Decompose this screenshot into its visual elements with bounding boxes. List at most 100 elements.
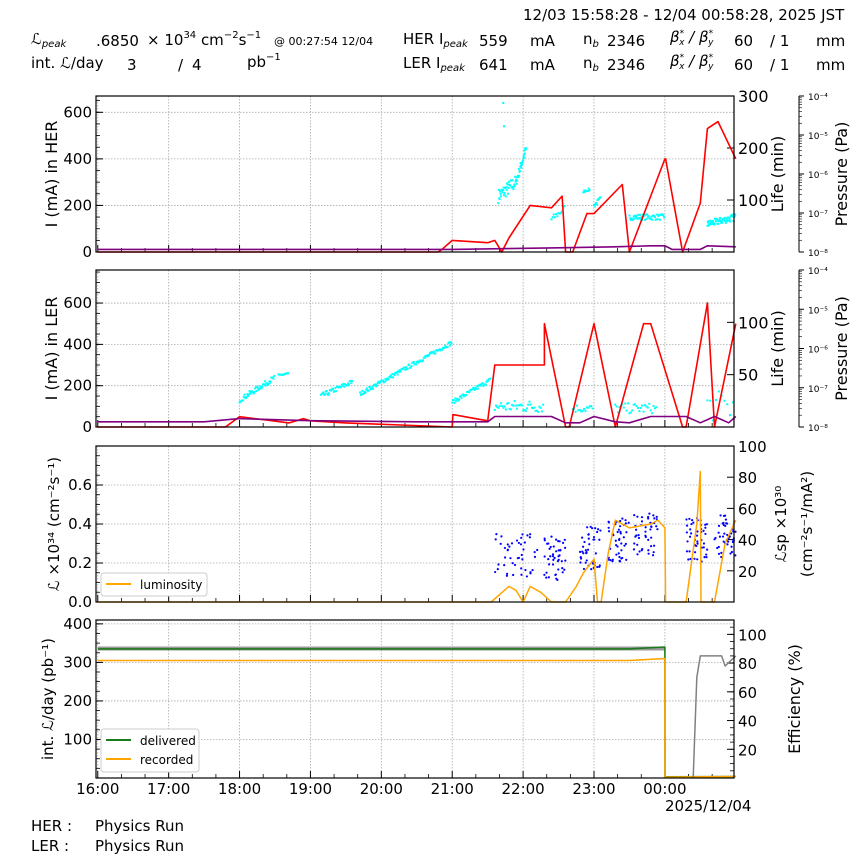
y-right-tick-label: 20	[738, 563, 757, 581]
her-status-label: HER :	[31, 817, 73, 835]
intl-sep: /	[178, 56, 184, 74]
y-tick-label: 200	[63, 196, 92, 214]
y-tick-label: 600	[63, 294, 92, 312]
svg-text:10⁻⁴: 10⁻⁴	[808, 93, 828, 103]
x-tick-label: 22:00	[501, 780, 544, 798]
svg-text:10⁻⁶: 10⁻⁶	[808, 346, 828, 356]
ler-ipeak-value: 641	[479, 56, 508, 74]
y-right-axis-label: Life (min)	[768, 310, 787, 387]
ler-status: Physics Run	[95, 837, 185, 855]
y-right-axis-label: ℒsp ×10³⁰	[772, 486, 790, 563]
svg-text:10⁻⁷: 10⁻⁷	[808, 210, 828, 220]
x-tick-label: 16:00	[76, 780, 119, 798]
her-nb-value: 2346	[607, 32, 646, 50]
plot-frame	[95, 95, 735, 253]
y-right-tick-label: 200	[738, 139, 769, 158]
x-tick-label: 00:00	[643, 780, 686, 798]
x-tick-label: 20:00	[360, 780, 403, 798]
x-tick-label: 23:00	[572, 780, 615, 798]
her-beta-y: / 1	[770, 32, 790, 50]
her-ipeak-label: HER Ipeak	[403, 30, 468, 50]
pressure-axis	[798, 95, 804, 253]
plot-frame	[95, 269, 735, 428]
intl-value-2: 4	[192, 56, 202, 74]
svg-text:(cm⁻²s⁻¹/mA²): (cm⁻²s⁻¹/mA²)	[798, 471, 816, 577]
plot-frame	[95, 619, 735, 779]
pressure-axis-label: Pressure (Pa)	[832, 122, 851, 227]
y-tick-label: 0.6	[68, 476, 92, 494]
life-line	[97, 245, 736, 251]
y-tick-label: 0.4	[68, 515, 92, 533]
y-right-tick-label: 80	[738, 469, 757, 487]
y-tick-label: 0	[82, 243, 92, 261]
y-right-tick-label: 100	[738, 313, 769, 332]
chart-panel-3	[95, 445, 737, 603]
current-line	[97, 120, 737, 253]
pressure-axis	[798, 269, 804, 428]
y-right-tick-label: 100	[738, 191, 769, 210]
intl-label: int. ℒ/day	[31, 54, 104, 72]
y-right-tick-label: 80	[738, 655, 757, 673]
y-tick-label: 200	[63, 692, 92, 710]
svg-text:10⁻⁵: 10⁻⁵	[808, 132, 828, 142]
her-ipeak-unit: mA	[530, 32, 555, 50]
svg-text:10⁻⁶: 10⁻⁶	[808, 171, 828, 181]
x-tick-label: 18:00	[218, 780, 261, 798]
time-range: 12/03 15:58:28 - 12/04 00:58:28, 2025 JS…	[523, 6, 845, 24]
ler-beta-unit: mm	[816, 56, 846, 74]
pressure-scatter	[497, 101, 737, 227]
y-tick-label: 400	[63, 615, 92, 633]
y-tick-label: 400	[63, 335, 92, 353]
y-tick-label: 200	[63, 377, 92, 395]
her-ipeak-value: 559	[479, 32, 508, 50]
y-right-tick-label: 100	[738, 626, 767, 644]
lpeak-time: @ 00:27:54 12/04	[274, 35, 374, 48]
pressure-scatter	[238, 341, 734, 422]
y-right-tick-label: 100	[738, 438, 767, 456]
intlumi-legend	[100, 728, 200, 773]
lpeak-label: ℒpeak	[31, 30, 67, 50]
y-axis-label: ℒ ×10³⁴ (cm⁻²s⁻¹)	[45, 457, 63, 591]
y-tick-label: 100	[63, 730, 92, 748]
y-right-tick-label: 300	[738, 87, 769, 106]
x-tick-label: 19:00	[289, 780, 332, 798]
ler-beta-label: β*x / β*y	[670, 52, 714, 72]
efficiency-line	[692, 655, 737, 779]
y-right-tick-label: 60	[738, 500, 757, 518]
y-tick-label: 400	[63, 150, 92, 168]
svg-text:10⁻⁷: 10⁻⁷	[808, 385, 828, 395]
y-axis-label: int. ℒ/day (pb⁻¹)	[39, 638, 57, 760]
ler-ipeak-unit: mA	[530, 56, 555, 74]
her-beta-unit: mm	[816, 32, 846, 50]
ler-beta-y: / 1	[770, 56, 790, 74]
her-beta-label: β*x / β*y	[670, 28, 714, 48]
y-tick-label: 0.2	[68, 554, 92, 572]
y-tick-label: 0	[82, 418, 92, 436]
her-beta-x: 60	[734, 32, 754, 50]
chart-panel-4	[95, 619, 737, 779]
y-right-axis-label: Efficiency (%)	[785, 644, 804, 754]
y-right-axis-label: Life (min)	[768, 136, 787, 213]
ler-beta-x: 60	[734, 56, 754, 74]
svg-text:luminosity: luminosity	[140, 578, 202, 592]
y-right-tick-label: 50	[738, 366, 758, 385]
y-tick-label: 300	[63, 653, 92, 671]
y-axis-label: I (mA) in HER	[42, 121, 61, 228]
ler-nb-value: 2346	[607, 56, 646, 74]
y-tick-label: 600	[63, 103, 92, 121]
lpeak-value: .6850	[96, 32, 139, 50]
her-status: Physics Run	[95, 817, 185, 835]
svg-text:10⁻⁸: 10⁻⁸	[808, 424, 828, 434]
svg-text:delivered: delivered	[140, 734, 196, 748]
y-tick-label: 0.0	[68, 593, 92, 611]
y-axis-label: I (mA) in LER	[42, 297, 61, 401]
date-label: 2025/12/04	[665, 797, 752, 815]
y-right-tick-label: 20	[738, 741, 757, 759]
her-nb-label: nb	[583, 30, 599, 50]
x-tick-label: 17:00	[147, 780, 190, 798]
svg-text:10⁻⁵: 10⁻⁵	[808, 306, 828, 316]
recorded-line	[97, 657, 736, 779]
svg-text:recorded: recorded	[140, 753, 193, 767]
x-tick-label: 21:00	[431, 780, 474, 798]
